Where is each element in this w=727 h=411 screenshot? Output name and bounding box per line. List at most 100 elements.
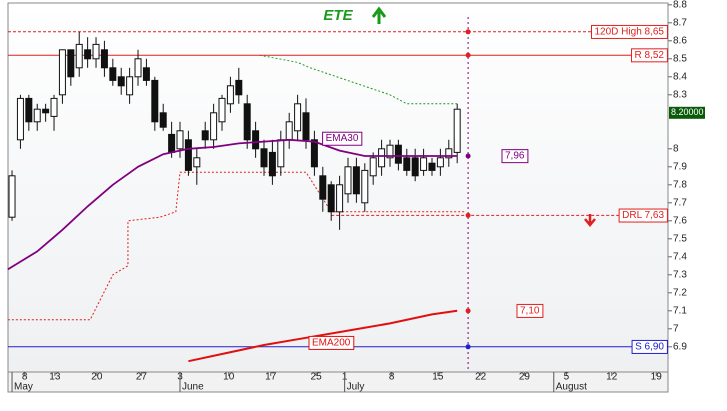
series-label: EMA200: [312, 337, 351, 348]
candle-body: [277, 139, 285, 168]
y-tick-label: 7.9: [673, 161, 687, 172]
candle-body: [67, 49, 75, 78]
month-label: August: [556, 382, 587, 393]
level-label: S 6,90: [635, 341, 664, 352]
series-label-box: [308, 335, 355, 350]
candle-body: [403, 157, 411, 171]
y-tick-label: 8.5: [673, 53, 687, 64]
tag-dot: [465, 153, 471, 159]
candle-body: [336, 184, 344, 213]
candle-body: [294, 103, 302, 132]
y-tick-label: 8.8: [673, 0, 687, 10]
candle-body: [151, 79, 159, 123]
candle-body: [25, 97, 33, 123]
level-dot: [465, 29, 471, 35]
candle-body: [310, 139, 318, 168]
candle-body: [411, 157, 419, 177]
x-tick-label: 12: [606, 372, 618, 383]
candle-body: [260, 148, 268, 168]
candle-body: [142, 67, 150, 81]
last-price-box: [669, 106, 705, 119]
candle-body: [352, 166, 360, 195]
x-tick-label: 27: [136, 372, 148, 383]
candle-body: [327, 184, 335, 213]
candle-body: [8, 175, 16, 218]
month-label: June: [182, 382, 204, 393]
x-axis-band: [7, 371, 669, 393]
y-tick-label: 8: [673, 143, 679, 154]
level-dot: [465, 212, 471, 218]
y-tick-label: 7.7: [673, 197, 687, 208]
chart-title: ETE: [323, 7, 353, 24]
candle-body: [84, 49, 92, 60]
x-tick-label: 10: [223, 372, 235, 383]
candle-body: [42, 108, 50, 114]
candle-body: [285, 121, 293, 141]
candle-body: [344, 166, 352, 195]
candle-body: [50, 97, 58, 117]
ema-line: [7, 138, 458, 271]
last-price-label: 8.20000: [671, 107, 704, 117]
level-label-box: [631, 48, 668, 63]
month-label: July: [347, 382, 365, 393]
candle-body: [420, 157, 428, 171]
candle-body: [218, 97, 226, 123]
candle-body: [117, 76, 125, 87]
candle-body: [453, 108, 461, 153]
y-tick-label: 8.6: [673, 35, 687, 46]
up-arrow: [371, 6, 387, 24]
y-tick-label: 7.8: [673, 179, 687, 190]
value-tag: 7,10: [520, 305, 540, 316]
x-tick-label: 15: [432, 372, 444, 383]
candle-body: [58, 49, 66, 96]
candle-body: [109, 67, 117, 81]
month-label: May: [14, 382, 33, 393]
candle-body: [92, 43, 100, 60]
x-tick-label: 22: [475, 372, 487, 383]
value-tag-box: [501, 149, 529, 164]
candle-body: [193, 157, 201, 168]
candle-body: [126, 76, 134, 96]
candle-body: [361, 169, 369, 204]
y-tick-label: 8.4: [673, 71, 687, 82]
y-tick-label: 7.5: [673, 233, 687, 244]
candle-body: [378, 148, 386, 168]
x-tick-label: 20: [91, 372, 103, 383]
y-tick-label: 6.9: [673, 341, 687, 352]
down-arrow: [584, 214, 596, 227]
value-tag-box: [516, 303, 544, 318]
level-label: R 8,52: [635, 50, 665, 61]
candle-body: [394, 144, 402, 164]
candle-body: [428, 162, 436, 171]
value-tag: 7,96: [505, 151, 525, 162]
y-tick-label: 7.6: [673, 215, 687, 226]
candle-body: [226, 85, 234, 105]
x-tick-label: 5: [564, 372, 570, 383]
tag-dot: [465, 308, 471, 314]
x-tick-label: 17: [265, 372, 277, 383]
y-tick-label: 7.3: [673, 269, 687, 280]
x-tick-label: 29: [519, 372, 531, 383]
ema-line: [188, 309, 458, 363]
stop-line: [259, 54, 458, 105]
stop-line: [7, 171, 466, 321]
candle-body: [184, 139, 192, 171]
candle-body: [168, 133, 176, 153]
level-dot: [465, 52, 471, 58]
series-label-box: [322, 131, 363, 146]
y-tick-label: 7.2: [673, 287, 687, 298]
y-tick-label: 7: [673, 323, 679, 334]
level-label: DRL 7,63: [622, 210, 664, 221]
candle-body: [386, 144, 394, 159]
level-dot: [465, 344, 471, 350]
candle-body: [369, 157, 377, 177]
candle-body: [445, 148, 453, 159]
x-tick-label: 13: [49, 372, 61, 383]
y-tick-label: 7.1: [673, 305, 687, 316]
y-tick-label: 7.4: [673, 251, 687, 262]
candle-body: [176, 130, 184, 150]
series-label: EMA30: [326, 133, 359, 144]
candle-body: [268, 151, 276, 177]
x-tick-label: 8: [389, 372, 395, 383]
